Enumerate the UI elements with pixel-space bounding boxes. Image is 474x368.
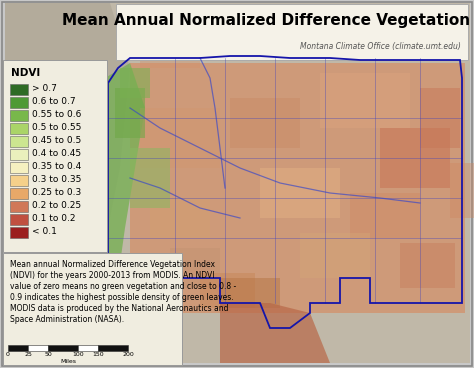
FancyBboxPatch shape: [350, 193, 420, 238]
FancyBboxPatch shape: [140, 108, 220, 168]
FancyBboxPatch shape: [220, 278, 280, 308]
FancyBboxPatch shape: [116, 4, 468, 60]
Text: 0.35 to 0.4: 0.35 to 0.4: [32, 162, 81, 171]
Text: > 0.7: > 0.7: [32, 84, 57, 93]
FancyBboxPatch shape: [10, 123, 28, 134]
FancyBboxPatch shape: [78, 345, 98, 351]
Text: 0: 0: [6, 352, 10, 357]
FancyBboxPatch shape: [300, 233, 370, 278]
Text: 150: 150: [92, 352, 104, 357]
FancyBboxPatch shape: [10, 162, 28, 173]
Text: Montana Climate Office (climate.umt.edu): Montana Climate Office (climate.umt.edu): [300, 42, 460, 50]
FancyBboxPatch shape: [8, 345, 28, 351]
Text: < 0.1: < 0.1: [32, 227, 57, 236]
FancyBboxPatch shape: [140, 28, 200, 68]
FancyBboxPatch shape: [10, 175, 28, 186]
FancyBboxPatch shape: [28, 345, 48, 351]
FancyBboxPatch shape: [200, 273, 255, 308]
Text: 0.25 to 0.3: 0.25 to 0.3: [32, 188, 81, 197]
FancyBboxPatch shape: [10, 214, 28, 225]
Text: 0.5 to 0.55: 0.5 to 0.55: [32, 123, 82, 132]
Text: 0.6 to 0.7: 0.6 to 0.7: [32, 97, 76, 106]
FancyBboxPatch shape: [3, 253, 182, 365]
Text: 0.45 to 0.5: 0.45 to 0.5: [32, 136, 81, 145]
Text: Miles: Miles: [60, 359, 76, 364]
FancyBboxPatch shape: [10, 188, 28, 199]
FancyBboxPatch shape: [5, 3, 470, 363]
Text: 0.3 to 0.35: 0.3 to 0.35: [32, 175, 82, 184]
Text: 200: 200: [122, 352, 134, 357]
FancyBboxPatch shape: [400, 243, 455, 288]
FancyBboxPatch shape: [380, 128, 450, 188]
Text: 0.1 to 0.2: 0.1 to 0.2: [32, 214, 75, 223]
FancyBboxPatch shape: [130, 148, 170, 208]
Text: Mean Annual Normalized Difference Vegetation Index: Mean Annual Normalized Difference Vegeta…: [62, 13, 474, 28]
Polygon shape: [130, 63, 465, 313]
FancyBboxPatch shape: [450, 163, 474, 218]
Text: 0.4 to 0.45: 0.4 to 0.45: [32, 149, 81, 158]
FancyBboxPatch shape: [150, 198, 210, 238]
Text: 0.55 to 0.6: 0.55 to 0.6: [32, 110, 82, 119]
FancyBboxPatch shape: [98, 345, 128, 351]
FancyBboxPatch shape: [3, 60, 107, 252]
Polygon shape: [105, 63, 145, 313]
FancyBboxPatch shape: [10, 84, 28, 95]
Text: 100: 100: [72, 352, 84, 357]
FancyBboxPatch shape: [10, 201, 28, 212]
FancyBboxPatch shape: [320, 73, 410, 128]
Text: Mean annual Normalized Difference Vegetation Index
(NDVI) for the years 2000-201: Mean annual Normalized Difference Vegeta…: [10, 260, 236, 325]
FancyBboxPatch shape: [120, 68, 150, 98]
FancyBboxPatch shape: [10, 136, 28, 147]
FancyBboxPatch shape: [10, 97, 28, 108]
Polygon shape: [5, 3, 130, 363]
Polygon shape: [220, 303, 330, 363]
Text: 0.2 to 0.25: 0.2 to 0.25: [32, 201, 81, 210]
Text: NDVI: NDVI: [11, 68, 40, 78]
FancyBboxPatch shape: [170, 248, 220, 288]
FancyBboxPatch shape: [115, 88, 145, 138]
FancyBboxPatch shape: [10, 227, 28, 238]
Text: 25: 25: [24, 352, 32, 357]
FancyBboxPatch shape: [230, 98, 300, 148]
Text: 50: 50: [44, 352, 52, 357]
FancyBboxPatch shape: [260, 168, 340, 218]
FancyBboxPatch shape: [420, 88, 460, 148]
FancyBboxPatch shape: [48, 345, 78, 351]
FancyBboxPatch shape: [10, 110, 28, 121]
FancyBboxPatch shape: [10, 149, 28, 160]
